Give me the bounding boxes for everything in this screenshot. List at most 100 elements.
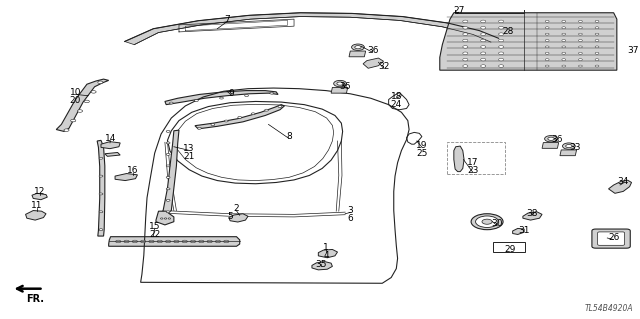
Circle shape <box>563 143 575 149</box>
Circle shape <box>168 218 171 219</box>
Text: 36: 36 <box>339 82 351 91</box>
Circle shape <box>499 65 504 67</box>
Circle shape <box>481 58 486 61</box>
Text: 15: 15 <box>149 222 161 231</box>
Polygon shape <box>115 174 138 181</box>
Circle shape <box>566 145 572 148</box>
Circle shape <box>195 100 198 101</box>
Text: 14: 14 <box>105 134 116 143</box>
Text: 28: 28 <box>502 27 514 36</box>
Polygon shape <box>454 146 464 172</box>
Circle shape <box>77 110 83 112</box>
Circle shape <box>562 59 566 61</box>
Circle shape <box>91 91 96 93</box>
Circle shape <box>476 216 499 227</box>
Circle shape <box>562 46 566 48</box>
Circle shape <box>499 52 504 55</box>
Polygon shape <box>513 228 524 234</box>
Text: 11: 11 <box>31 201 43 210</box>
Text: 31: 31 <box>518 226 530 235</box>
Circle shape <box>579 59 582 61</box>
Text: 27: 27 <box>453 6 465 15</box>
Polygon shape <box>101 142 120 149</box>
Circle shape <box>351 44 364 50</box>
Circle shape <box>149 240 154 243</box>
Polygon shape <box>156 211 174 225</box>
Polygon shape <box>523 212 542 220</box>
Text: 16: 16 <box>127 166 139 175</box>
Circle shape <box>166 176 170 178</box>
Polygon shape <box>331 87 348 93</box>
Text: 29: 29 <box>504 245 516 254</box>
Circle shape <box>207 240 212 243</box>
Circle shape <box>211 124 215 126</box>
Polygon shape <box>440 13 617 70</box>
Polygon shape <box>56 79 109 131</box>
Circle shape <box>224 240 229 243</box>
Text: TL54B4920A: TL54B4920A <box>584 304 633 313</box>
Circle shape <box>463 26 468 29</box>
Circle shape <box>579 40 582 41</box>
Text: 36: 36 <box>552 135 563 144</box>
Circle shape <box>166 211 170 213</box>
Circle shape <box>545 65 549 67</box>
Text: 23: 23 <box>467 166 479 175</box>
Circle shape <box>499 58 504 61</box>
Circle shape <box>98 81 103 84</box>
Polygon shape <box>125 13 499 45</box>
Text: 3: 3 <box>348 206 353 215</box>
Circle shape <box>166 142 170 144</box>
Polygon shape <box>32 193 47 200</box>
Circle shape <box>562 20 566 22</box>
Circle shape <box>84 100 90 103</box>
Circle shape <box>471 214 503 230</box>
Circle shape <box>264 109 268 111</box>
Circle shape <box>481 65 486 67</box>
Polygon shape <box>542 143 559 148</box>
FancyBboxPatch shape <box>598 232 625 245</box>
Text: 17: 17 <box>467 158 479 167</box>
Circle shape <box>116 240 121 243</box>
Circle shape <box>170 102 173 104</box>
Polygon shape <box>349 51 365 57</box>
Circle shape <box>481 33 486 35</box>
Circle shape <box>355 46 361 49</box>
Circle shape <box>545 52 549 54</box>
Circle shape <box>124 240 129 243</box>
Text: 20: 20 <box>70 96 81 105</box>
Text: 24: 24 <box>390 100 402 109</box>
Circle shape <box>337 82 343 85</box>
Circle shape <box>132 240 138 243</box>
Circle shape <box>562 27 566 29</box>
Circle shape <box>545 136 557 142</box>
Circle shape <box>269 92 273 94</box>
Circle shape <box>579 20 582 22</box>
Circle shape <box>463 39 468 42</box>
Polygon shape <box>26 211 46 220</box>
Circle shape <box>333 80 346 87</box>
Circle shape <box>579 46 582 48</box>
Circle shape <box>174 240 179 243</box>
Circle shape <box>595 27 599 29</box>
Circle shape <box>595 33 599 35</box>
Circle shape <box>278 106 282 108</box>
Circle shape <box>157 240 163 243</box>
Circle shape <box>562 65 566 67</box>
Circle shape <box>499 33 504 35</box>
Text: 36: 36 <box>367 46 378 55</box>
Circle shape <box>545 27 549 29</box>
Circle shape <box>482 219 492 224</box>
Text: 7: 7 <box>224 15 230 24</box>
Circle shape <box>545 40 549 41</box>
Circle shape <box>216 240 221 243</box>
Circle shape <box>595 46 599 48</box>
Circle shape <box>166 240 171 243</box>
Circle shape <box>463 33 468 35</box>
Polygon shape <box>312 262 332 270</box>
Text: 37: 37 <box>627 46 639 55</box>
Text: 12: 12 <box>34 187 45 196</box>
Circle shape <box>220 97 223 99</box>
Circle shape <box>499 39 504 42</box>
Circle shape <box>99 211 103 213</box>
Circle shape <box>562 52 566 54</box>
